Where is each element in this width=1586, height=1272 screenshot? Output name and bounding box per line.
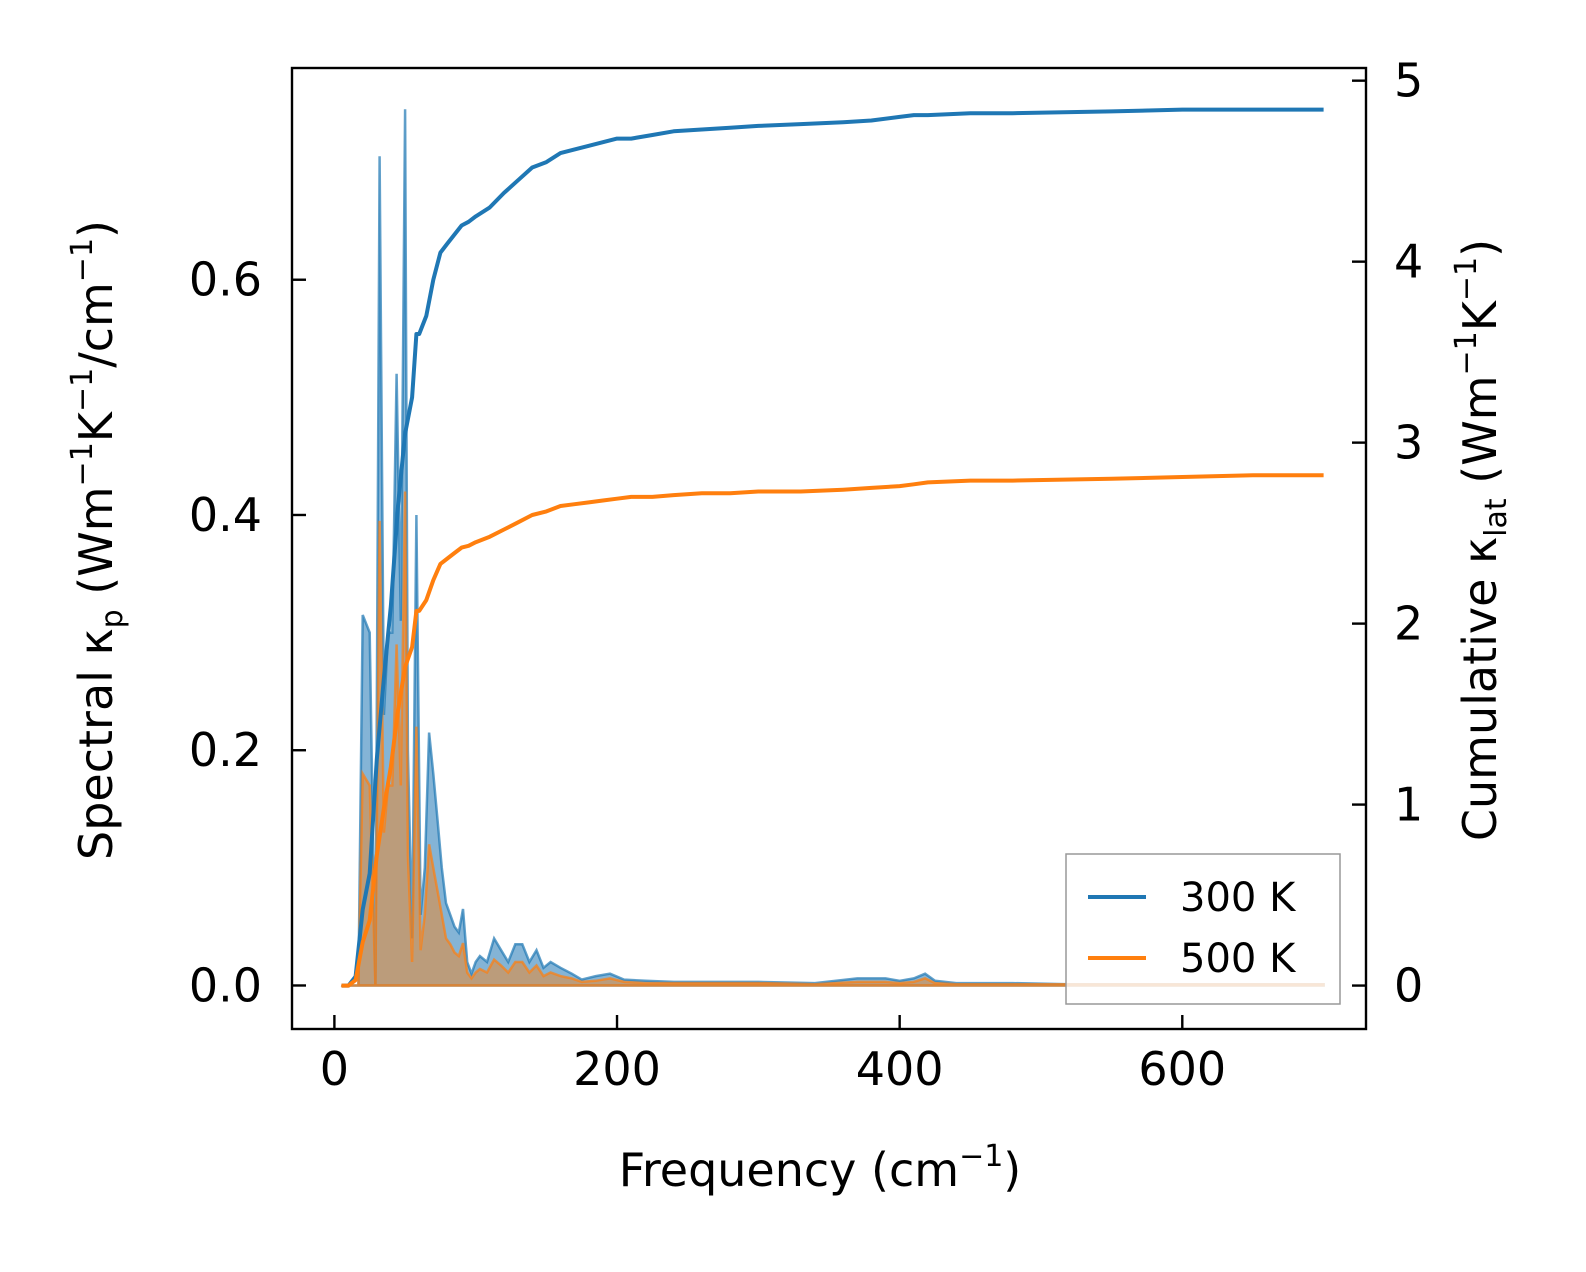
cumulative-line-500k <box>341 473 1324 988</box>
tick-labels: 0 200 400 600 0.0 0.2 0.4 0.6 0 1 2 3 4 5 <box>189 54 1423 1096</box>
y-axis-right-label: Cumulative κlat (Wm−1K−1) <box>1449 239 1514 841</box>
spectral-fills <box>340 109 1325 987</box>
plot-frame <box>290 66 1368 1031</box>
y-axis-left-label: Spectral κp (Wm−1K−1/cm−1) <box>65 220 130 860</box>
legend-box <box>1065 853 1341 1005</box>
y-left-tick-label: 0.4 <box>189 488 262 542</box>
y-right-tick-label: 4 <box>1394 235 1423 289</box>
cumulative-line-300k <box>341 107 1324 988</box>
x-tick-label: 0 <box>320 1042 349 1096</box>
axis-ticks <box>292 79 1366 1029</box>
y-right-tick-label: 1 <box>1394 778 1423 832</box>
y-left-tick-label: 0.0 <box>189 958 262 1012</box>
x-tick-label: 600 <box>1138 1042 1226 1096</box>
legend: 300 K 500 K <box>1065 853 1341 1005</box>
y-right-tick-label: 3 <box>1394 416 1423 470</box>
x-tick-label: 200 <box>573 1042 661 1096</box>
data-lines <box>341 107 1324 988</box>
x-tick-label: 400 <box>856 1042 944 1096</box>
y-left-tick-label: 0.2 <box>189 723 262 777</box>
y-right-tick-label: 5 <box>1394 54 1423 108</box>
spectral-area-500k <box>340 491 1325 987</box>
legend-label-500k: 500 K <box>1180 936 1297 982</box>
x-axis-label: Frequency (cm−1) <box>619 1139 1022 1197</box>
y-right-tick-label: 2 <box>1394 597 1423 651</box>
legend-label-300k: 300 K <box>1180 875 1297 921</box>
y-right-tick-label: 0 <box>1394 959 1423 1013</box>
y-left-tick-label: 0.6 <box>189 253 262 307</box>
